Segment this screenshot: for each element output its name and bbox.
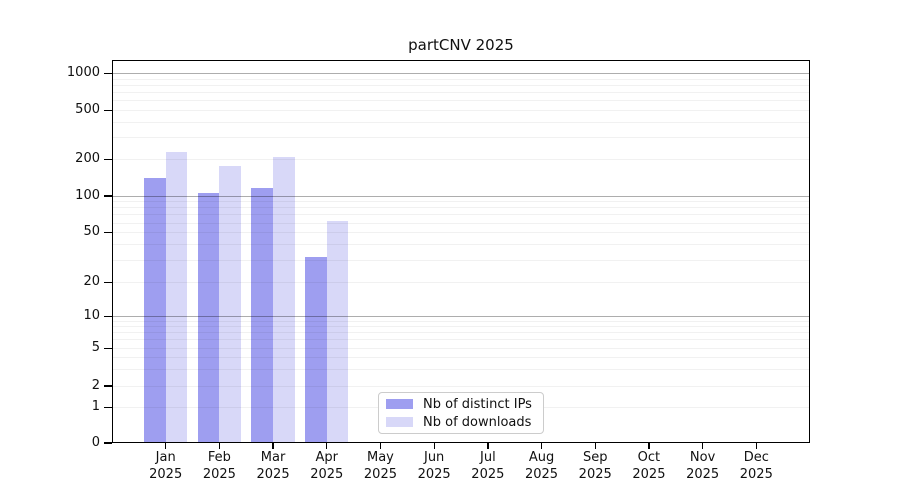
x-axis-tick <box>433 443 435 449</box>
gridline <box>113 207 809 209</box>
gridline <box>113 78 809 80</box>
legend-swatch-distinct-ips <box>386 398 413 410</box>
y-axis-tick-label: 2 <box>91 377 100 393</box>
gridline <box>113 339 809 341</box>
bar-distinct-ips-mar <box>251 188 274 443</box>
y-axis-tick <box>104 282 112 284</box>
gridline <box>113 84 809 86</box>
gridline <box>113 158 809 160</box>
y-axis-tick-label: 200 <box>75 150 100 166</box>
legend: Nb of distinct IPs Nb of downloads <box>378 392 544 434</box>
gridline <box>113 100 809 102</box>
gridline <box>113 201 809 203</box>
x-axis-tick-label: Mar 2025 <box>256 450 290 482</box>
bar-downloads-feb <box>219 165 242 443</box>
x-axis-tick-label: Dec 2025 <box>739 450 773 482</box>
gridline <box>113 195 809 197</box>
x-axis-tick-label: Jul 2025 <box>471 450 505 482</box>
y-axis-tick <box>104 158 112 160</box>
x-axis-tick <box>379 443 382 449</box>
gridline <box>113 368 809 370</box>
x-axis-tick <box>648 443 650 449</box>
y-axis-tick <box>104 406 112 408</box>
gridline <box>113 214 809 216</box>
gridline <box>113 260 809 262</box>
gridline <box>113 347 809 349</box>
bar-downloads-apr <box>326 221 349 443</box>
legend-swatch-downloads <box>386 416 413 428</box>
gridline <box>113 385 809 387</box>
x-axis-tick <box>755 443 757 449</box>
bar-distinct-ips-jan <box>143 178 166 443</box>
y-axis-tick <box>104 110 112 112</box>
y-axis-tick <box>104 347 112 349</box>
x-axis-tick <box>702 443 704 449</box>
legend-item-downloads: Nb of downloads <box>386 415 543 430</box>
x-axis-tick-label: Jan 2025 <box>149 450 183 482</box>
gridline <box>113 92 809 94</box>
gridline <box>113 244 809 246</box>
y-axis-tick <box>104 442 112 444</box>
x-axis-tick <box>326 443 328 449</box>
x-axis-tick <box>272 443 274 449</box>
gridline <box>113 356 809 358</box>
bar-distinct-ips-feb <box>197 192 220 443</box>
legend-item-distinct-ips: Nb of distinct IPs <box>386 397 543 412</box>
bar-downloads-jan <box>165 152 188 443</box>
gridline <box>113 137 809 139</box>
gridline <box>113 110 809 112</box>
x-axis-tick-label: Apr 2025 <box>310 450 344 482</box>
y-axis-tick <box>104 232 112 234</box>
x-axis-tick-label: Feb 2025 <box>202 450 236 482</box>
x-axis-tick <box>218 443 221 449</box>
y-axis-tick <box>104 385 112 387</box>
gridline <box>113 282 809 284</box>
gridline <box>113 332 809 334</box>
gridline <box>113 222 809 224</box>
x-axis-tick-label: May 2025 <box>363 450 397 482</box>
gridline <box>113 232 809 234</box>
x-axis-tick-label: Oct 2025 <box>632 450 666 482</box>
gridline <box>113 326 809 328</box>
y-axis-tick-label: 50 <box>83 224 100 240</box>
legend-label-distinct-ips: Nb of distinct IPs <box>423 396 532 412</box>
gridline <box>113 321 809 322</box>
x-axis-tick <box>594 443 596 449</box>
y-axis-tick <box>104 195 112 197</box>
x-axis-tick-label: Sep 2025 <box>578 450 612 482</box>
y-axis-tick <box>104 72 112 75</box>
y-axis-tick-label: 1 <box>91 398 100 414</box>
y-axis-tick-label: 500 <box>75 102 100 118</box>
y-axis-tick-label: 20 <box>83 274 100 290</box>
legend-label-downloads: Nb of downloads <box>423 414 532 430</box>
bar-downloads-mar <box>273 157 295 443</box>
bar-distinct-ips-apr <box>305 257 327 443</box>
x-axis-tick-label: Aug 2025 <box>524 450 559 482</box>
gridline <box>113 316 809 318</box>
chart-title: partCNV 2025 <box>408 36 514 54</box>
x-axis-tick <box>540 443 543 449</box>
x-axis-tick <box>165 443 167 449</box>
y-axis-tick-label: 0 <box>91 434 100 450</box>
x-axis-tick-label: Jun 2025 <box>417 450 451 482</box>
y-axis-tick <box>104 316 112 318</box>
y-axis-tick-label: 1000 <box>66 65 100 80</box>
x-axis-tick <box>487 443 489 449</box>
y-axis-tick-label: 5 <box>91 339 100 355</box>
gridline <box>113 73 809 74</box>
gridline <box>113 122 809 124</box>
y-axis-tick-label: 10 <box>83 308 100 324</box>
y-axis-tick-label: 100 <box>75 187 100 203</box>
x-axis-tick-label: Nov 2025 <box>686 450 720 482</box>
